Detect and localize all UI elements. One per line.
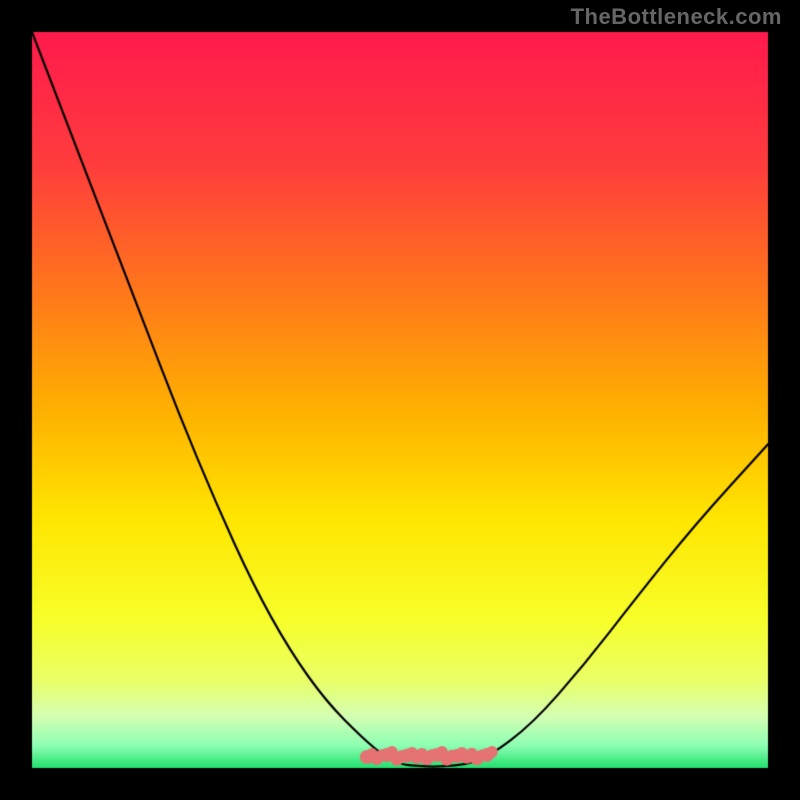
- bottleneck-chart-canvas: [0, 0, 800, 800]
- watermark-text: TheBottleneck.com: [571, 4, 782, 30]
